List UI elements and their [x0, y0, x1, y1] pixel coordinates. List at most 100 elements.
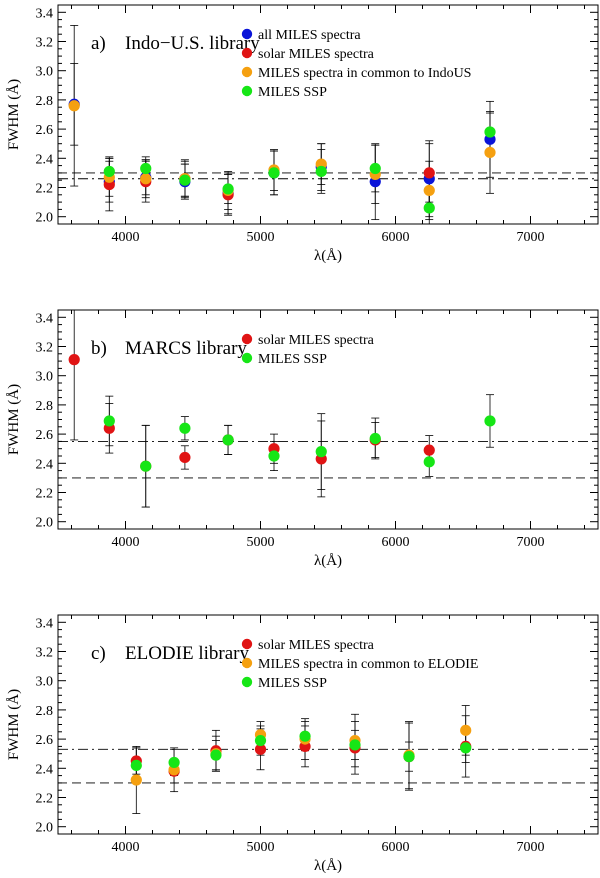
data-point-ssp	[423, 202, 435, 214]
legend-marker-ssp	[241, 85, 253, 97]
y-axis-title: FWHM (Å)	[6, 384, 22, 455]
data-point-ssp	[254, 734, 267, 747]
data-point-ssp	[268, 450, 280, 462]
data-point-ssp	[369, 432, 381, 445]
data-point-ssp	[103, 415, 115, 427]
legend-marker-solar	[241, 333, 253, 345]
error-bar	[70, 310, 79, 441]
y-tick-label: 3.2	[36, 36, 54, 51]
data-point-ssp	[423, 456, 435, 468]
legend-marker-ssp	[241, 676, 253, 688]
data-point-common	[130, 774, 142, 786]
y-tick-label: 2.2	[36, 487, 54, 502]
x-axis-title: λ(Å)	[314, 553, 342, 569]
x-axis-title: λ(Å)	[314, 248, 342, 264]
panel-label: b)	[91, 338, 107, 359]
y-axis-title: FWHM (Å)	[6, 79, 22, 150]
x-tick-label: 4000	[112, 230, 140, 245]
panel-title: Indo−U.S. library	[125, 33, 260, 54]
data-point-ssp	[484, 126, 496, 138]
data-point-ssp	[222, 434, 234, 446]
data-point-ssp	[369, 162, 381, 175]
y-tick-label: 3.4	[36, 6, 54, 21]
data-point-ssp	[403, 751, 415, 763]
legend-marker-all	[241, 28, 253, 40]
data-point-common	[484, 146, 496, 159]
legend-marker-ssp	[241, 352, 253, 364]
data-point-ssp	[179, 174, 191, 186]
y-tick-label: 3.2	[36, 646, 54, 661]
x-tick-label: 5000	[247, 840, 275, 855]
y-tick-label: 2.8	[36, 94, 54, 109]
legend-label-common: MILES spectra in common to IndoUS	[258, 66, 471, 81]
y-tick-label: 2.4	[36, 152, 54, 167]
data-point-ssp	[484, 415, 496, 427]
data-point-ssp	[140, 460, 152, 472]
x-tick-label: 6000	[382, 535, 410, 550]
data-point-ssp	[222, 183, 234, 195]
x-tick-label: 4000	[112, 535, 140, 550]
x-tick-label: 7000	[517, 840, 545, 855]
legend-label-solar: solar MILES spectra	[258, 638, 375, 653]
data-point-ssp	[315, 446, 327, 458]
data-point-solar	[423, 167, 435, 179]
data-point-ssp	[299, 730, 311, 742]
data-point-common	[140, 173, 152, 185]
panel-label: c)	[91, 643, 106, 664]
data-point-ssp	[103, 165, 115, 178]
y-tick-label: 2.4	[36, 762, 54, 777]
data-point-ssp	[349, 739, 361, 751]
panel-label: a)	[91, 33, 106, 54]
data-point-common	[423, 184, 435, 197]
x-tick-label: 6000	[382, 230, 410, 245]
legend-marker-common	[241, 66, 253, 78]
data-point-ssp	[130, 759, 142, 771]
data-point-solar	[423, 444, 435, 456]
data-point-solar	[179, 451, 191, 464]
y-tick-label: 3.4	[36, 616, 54, 631]
legend-marker-solar	[241, 47, 253, 59]
legend-marker-common	[241, 657, 253, 669]
y-tick-label: 2.8	[36, 399, 54, 414]
data-point-ssp	[140, 162, 152, 175]
y-tick-label: 2.0	[36, 821, 54, 836]
y-tick-label: 2.8	[36, 704, 54, 719]
x-tick-label: 5000	[247, 230, 275, 245]
data-point-ssp	[168, 756, 180, 769]
y-tick-label: 3.0	[36, 675, 54, 690]
y-tick-label: 2.0	[36, 516, 54, 531]
y-tick-label: 3.0	[36, 370, 54, 385]
legend-label-solar: solar MILES spectra	[258, 333, 375, 348]
x-tick-label: 7000	[517, 230, 545, 245]
legend-label-ssp: MILES SSP	[258, 85, 327, 100]
y-tick-label: 3.2	[36, 341, 54, 356]
data-point-ssp	[315, 165, 327, 178]
data-point-ssp	[460, 742, 472, 754]
x-axis-title: λ(Å)	[314, 858, 342, 873]
legend-label-ssp: MILES SSP	[258, 352, 327, 367]
x-tick-label: 5000	[247, 535, 275, 550]
legend-label-solar: solar MILES spectra	[258, 47, 375, 62]
x-tick-label: 6000	[382, 840, 410, 855]
y-tick-label: 2.6	[36, 428, 54, 443]
y-tick-label: 2.6	[36, 123, 54, 138]
data-point-ssp	[268, 167, 280, 179]
data-point-solar	[254, 743, 267, 755]
panel-title: ELODIE library	[125, 643, 249, 664]
y-tick-label: 3.4	[36, 311, 54, 326]
y-tick-label: 2.2	[36, 792, 54, 807]
panel-3: 4000 5000 6000 7000 2.0 2.2 2.4 2.6 2.8 3.0 3.2 3.4…	[6, 614, 599, 874]
data-point-common	[460, 724, 472, 736]
data-point-common	[68, 100, 80, 112]
data-point-ssp	[210, 749, 222, 761]
y-tick-label: 2.4	[36, 457, 54, 472]
y-tick-label: 2.2	[36, 182, 54, 197]
y-axis-title: FWHM (Å)	[6, 689, 22, 760]
data-point-solar	[68, 354, 80, 366]
y-tick-label: 3.0	[36, 65, 54, 80]
y-tick-label: 2.0	[36, 211, 54, 226]
data-point-ssp	[179, 422, 191, 434]
panel-1: 4000 5000 6000 7000 2.0 2.2 2.4 2.6 2.8 3.0 3.2 3.4…	[6, 4, 599, 264]
x-tick-label: 7000	[517, 535, 545, 550]
